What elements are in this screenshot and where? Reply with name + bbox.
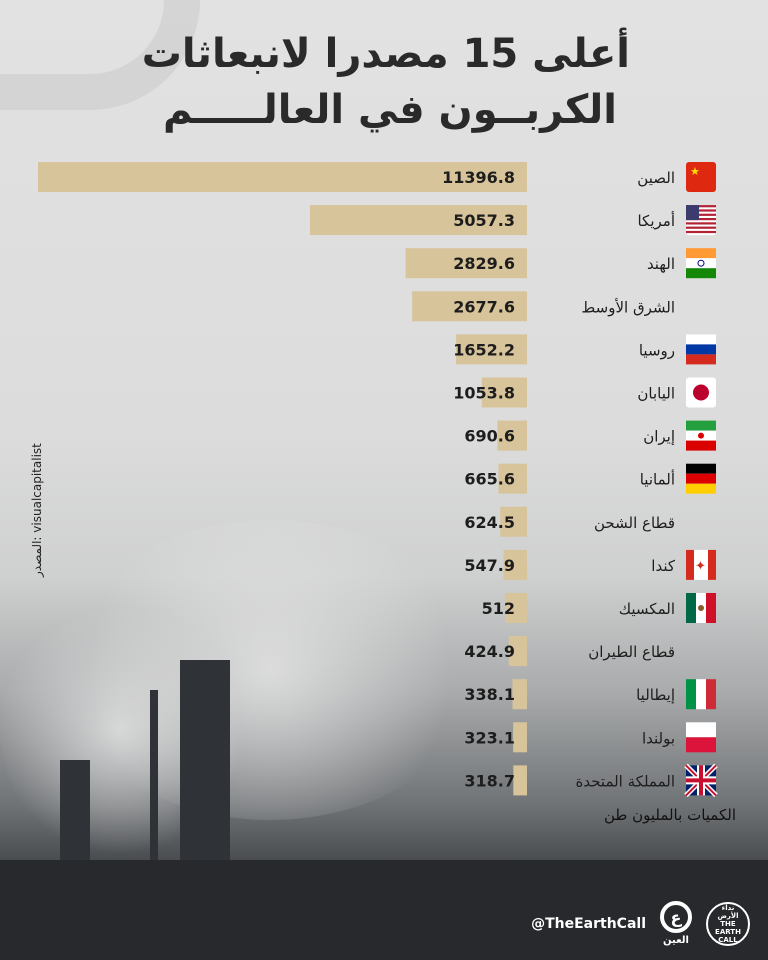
mexico-flag xyxy=(686,593,696,623)
flag-emblem xyxy=(698,432,704,439)
flag-band xyxy=(686,473,716,484)
flag-band xyxy=(706,679,716,710)
flag-stripe xyxy=(686,222,716,225)
footer: @TheEarthCall ع العين نداء الأرض THE EAR… xyxy=(531,901,750,946)
value-label: 11396.8 xyxy=(442,168,515,187)
bar xyxy=(405,248,527,279)
flag-band xyxy=(686,483,716,494)
bar xyxy=(503,549,527,580)
chimney xyxy=(150,690,158,890)
flag-wheel xyxy=(697,259,705,267)
flag-emblem xyxy=(698,605,704,611)
title-line-1: أعلى 15 مصدرا لانبعاثات xyxy=(141,31,630,77)
flag-band xyxy=(686,354,716,365)
bar xyxy=(513,722,527,753)
flag-stripe xyxy=(686,218,716,221)
value-label: 665.6 xyxy=(464,470,515,489)
value-label: 690.6 xyxy=(464,427,515,446)
flag-band xyxy=(686,268,716,279)
india-flag xyxy=(686,248,716,259)
category-label: كندا xyxy=(651,557,676,575)
category-label: الصين xyxy=(637,169,675,187)
value-label: 323.1 xyxy=(464,728,515,747)
flag-band xyxy=(686,549,694,580)
bar xyxy=(508,636,527,667)
category-label: اليابان xyxy=(637,385,675,403)
category-label: الشرق الأوسط xyxy=(581,297,675,316)
bar xyxy=(513,765,527,796)
bar xyxy=(412,291,527,322)
category-label: روسيا xyxy=(639,341,675,359)
bar xyxy=(497,420,527,451)
al-ain-logo: ع العين xyxy=(660,901,692,946)
bar xyxy=(310,205,527,236)
flag-cross-red xyxy=(686,765,716,796)
bar xyxy=(512,679,527,710)
flag-band xyxy=(686,440,716,451)
category-label: قطاع الشحن xyxy=(594,514,675,532)
bar xyxy=(498,463,527,494)
category-label: الهند xyxy=(647,255,675,273)
flag-canton xyxy=(686,205,699,221)
flag-stripe xyxy=(686,209,716,212)
iran-flag xyxy=(686,420,716,431)
flag-band xyxy=(696,679,706,710)
category-label: المملكة المتحدة xyxy=(576,772,676,790)
bar xyxy=(456,334,527,365)
value-label: 512 xyxy=(482,599,515,618)
value-label: 547.9 xyxy=(464,556,515,575)
flag-band xyxy=(708,549,716,580)
flag-star: ★ xyxy=(690,165,700,178)
bar xyxy=(500,506,527,537)
maple-leaf: ✦ xyxy=(695,559,706,574)
earth-call-logo: نداء الأرض THE EARTH CALL xyxy=(706,901,750,946)
bar xyxy=(38,162,527,192)
industrial-ground xyxy=(0,860,768,960)
category-label: قطاع الطيران xyxy=(588,643,675,661)
flag-stripe xyxy=(686,205,716,208)
category-label: إيطاليا xyxy=(636,686,675,704)
flag-stripe xyxy=(686,226,716,229)
flag-band xyxy=(686,737,716,753)
china-flag xyxy=(686,162,716,192)
unit-note: الكميات بالمليون طن xyxy=(603,806,736,824)
social-handle: @TheEarthCall xyxy=(531,915,646,932)
flag-band xyxy=(686,258,716,269)
flag-band xyxy=(686,344,716,355)
value-label: 338.1 xyxy=(464,685,515,704)
value-label: 424.9 xyxy=(464,642,515,661)
value-label: 5057.3 xyxy=(453,211,515,230)
category-label: إيران xyxy=(643,428,675,446)
value-label: 1652.2 xyxy=(453,340,515,359)
al-ain-mark-icon: ع xyxy=(660,901,692,933)
value-label: 318.7 xyxy=(464,771,515,790)
bar xyxy=(505,593,527,623)
flag-sun xyxy=(693,384,709,401)
category-label: أمريكا xyxy=(637,211,675,230)
value-label: 2677.6 xyxy=(453,297,515,316)
al-ain-logo-text: العين xyxy=(663,935,689,946)
category-label: ألمانيا xyxy=(640,470,675,489)
italy-flag xyxy=(686,679,696,710)
title-line-2: الكربــون في العالـــــم xyxy=(162,87,618,133)
bar xyxy=(481,377,527,408)
value-label: 2829.6 xyxy=(453,254,515,273)
value-label: 1053.8 xyxy=(453,384,515,403)
category-label: بولندا xyxy=(642,729,675,747)
poland-flag xyxy=(686,722,716,738)
flag-band xyxy=(706,593,716,623)
flag-stripe xyxy=(686,230,716,234)
page-title: أعلى 15 مصدرا لانبعاثات الكربــون في الع… xyxy=(141,26,630,138)
flag-stripe xyxy=(686,213,716,216)
germany-flag xyxy=(686,463,716,474)
russia-flag xyxy=(686,334,716,345)
category-label: المكسيك xyxy=(619,600,675,618)
value-label: 624.5 xyxy=(464,513,515,532)
source-label: المصدر: visualcapitalist xyxy=(30,443,44,577)
